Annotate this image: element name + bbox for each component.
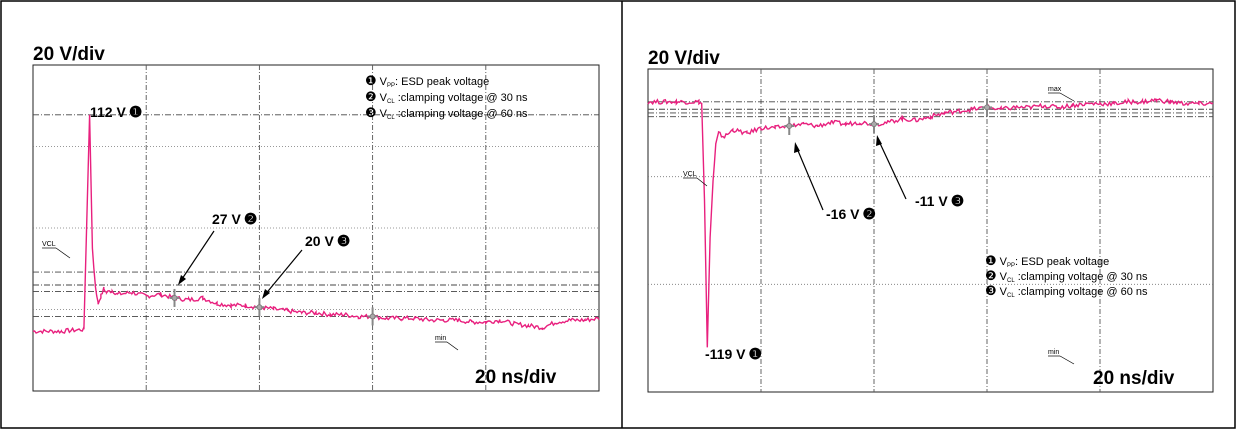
measurement-marker (784, 117, 795, 135)
right-vcl-label: VCL (683, 171, 697, 178)
right-horizontal-scale: 20 ns/div (1093, 368, 1175, 389)
right-plot-frame (647, 68, 1214, 393)
left-markers (169, 288, 378, 326)
right-legend-2: ❷ VCL :clamping voltage @ 30 ns (985, 268, 1148, 284)
left-grid (33, 65, 599, 391)
measurement-marker (169, 288, 180, 307)
right-max-label: max (1048, 86, 1062, 93)
left-scope-panel: 20 V/div ❶ VPP: ESD peak voltage ❷ VCL :cl… (32, 44, 600, 392)
right-vertical-scale: 20 V/div (648, 48, 720, 69)
signal-trace (32, 114, 600, 335)
left-arrowhead-30ns (178, 275, 186, 285)
right-vcl-pointer (696, 177, 708, 187)
right-reference-lines (648, 101, 1213, 118)
left-legend: ❶ VPP: ESD peak voltage ❷ VCL :clamping vo… (365, 73, 528, 121)
right-trace (647, 97, 1214, 348)
left-min-pointer (446, 341, 459, 351)
right-min-pointer (1059, 355, 1075, 365)
left-trace (32, 114, 600, 335)
measurement-marker (367, 307, 378, 326)
right-legend: ❶ VPP: ESD peak voltage ❷ VCL :clamping vo… (985, 253, 1148, 299)
signal-trace (647, 97, 1214, 348)
measurement-marker (869, 115, 879, 134)
left-arrowhead-60ns (262, 289, 270, 299)
left-vcl-pointer (55, 247, 71, 259)
right-min-label: min (1048, 349, 1059, 356)
left-reference-lines (33, 114, 599, 317)
left-legend-1: ❶ VPP: ESD peak voltage (365, 73, 489, 89)
right-legend-3: ❸ VCL :clamping voltage @ 60 ns (985, 283, 1148, 299)
left-min-label: min (435, 335, 446, 342)
right-arrow-60ns (877, 138, 907, 200)
right-arrowhead-60ns (876, 135, 882, 146)
left-horizontal-scale: 20 ns/div (475, 367, 557, 388)
right-markers (784, 98, 992, 135)
right-max-pointer (1059, 92, 1075, 102)
left-vertical-scale: 20 V/div (33, 44, 105, 65)
measurement-marker (254, 298, 265, 317)
left-vcl-label: VCL (42, 241, 56, 248)
right-legend-1: ❶ VPP: ESD peak voltage (985, 253, 1109, 269)
right-arrow-30ns (795, 145, 824, 211)
left-legend-3: ❸ VCL :clamping voltage @ 60 ns (365, 105, 528, 121)
left-arrow-60ns (263, 249, 303, 297)
measurement-marker (982, 98, 992, 117)
left-legend-2: ❷ VCL :clamping voltage @ 30 ns (365, 89, 528, 105)
left-arrow-30ns (179, 230, 215, 283)
right-arrowhead-30ns (794, 142, 800, 153)
